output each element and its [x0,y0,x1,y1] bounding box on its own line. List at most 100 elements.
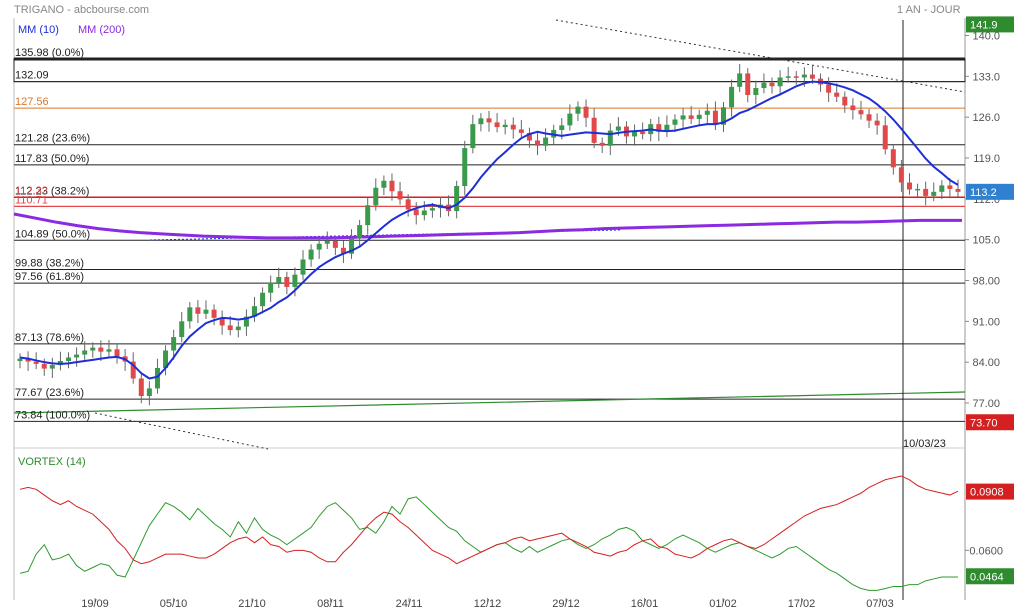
candle-body [955,188,961,192]
candle-body [575,106,581,114]
candle-body [397,191,403,200]
candle-body [268,282,274,293]
candle-body [357,225,363,239]
candle-body [462,148,468,186]
low-price-tag-bg [966,414,1014,431]
x-tick-label: 05/10 [160,598,188,610]
date-axis: 19/09 05/10 21/10 08/11 24/11 12/12 29/12 16/01… [81,598,894,610]
lower-trend-line [94,412,269,450]
candle-body [235,326,241,331]
low-price-tag: 73.70 [970,417,998,429]
candle-body [130,361,136,379]
date-marker-label: 10/03/23 [903,438,946,450]
candle-body [753,88,759,95]
candle-body [874,120,880,126]
candle-body [906,182,912,190]
period-label: 1 AN - JOUR [897,4,961,16]
candle-body [308,249,314,260]
level-label: 73.84 (100.0%) [15,409,90,421]
x-tick-label: 21/10 [238,598,266,610]
x-tick-label: 08/11 [317,598,344,610]
candle-body [154,368,160,389]
candle-body [712,110,718,125]
candle-body [826,84,832,93]
candle-body [615,126,621,131]
candle-body [866,114,872,121]
candle-body [243,316,249,327]
downtrend-line [555,19,966,93]
candle-body [842,96,848,106]
ma10-legend: MM (10) [18,24,59,36]
x-tick-label: 01/02 [709,598,737,610]
trend-lines [13,19,966,600]
candle-body [769,82,775,87]
candle-body [203,309,209,314]
candle-body [632,131,638,137]
candle-body [219,317,225,326]
candle-body [260,292,266,307]
candle-body [478,118,484,125]
candle-body [502,124,508,128]
candle-body [761,82,767,88]
horizontal-levels [13,57,966,422]
candle-body [809,74,815,79]
level-label: 127.56 [15,96,49,108]
candle-body [486,118,492,123]
candle-body [583,106,589,118]
vortex-panel: 0.0600 0.0908 0.0464 [19,475,1014,591]
candle-body [324,240,330,244]
candle-body [332,240,338,248]
candle-body [41,363,47,369]
candle-body [316,243,322,250]
candle-body [729,86,735,108]
candle-body [801,74,807,78]
candle-body [421,210,427,216]
vortex-plus-tag: 0.0464 [970,571,1004,583]
y-tick-label: 98.00 [972,276,1000,288]
y-tick-label: 126.0 [972,112,1000,124]
candle-body [745,73,751,95]
candle-body [413,209,419,216]
candle-body [17,358,23,361]
last-price-tag-bg [966,183,1014,200]
level-label: 112.32 [15,185,48,197]
candle-body [349,238,355,254]
candle-body [656,124,662,132]
candle-body [106,349,112,352]
candle-body [373,187,379,206]
candle-body [526,132,532,141]
vortex-y-tick-label: 0.0600 [969,545,1003,557]
candle-body [494,122,500,128]
level-label: 110.71 [15,194,48,206]
candle-body [737,73,743,87]
y-tick-label: 105.0 [972,235,1000,247]
candle-body [518,129,524,133]
last-price-tag: 113.2 [970,187,997,199]
candle-body [276,277,282,283]
candle-body [179,321,185,338]
y-tick-label: 84.00 [972,357,1000,369]
candle-body [721,107,726,125]
ma10-path [19,80,959,380]
candle-body [381,180,387,188]
candle-body [607,130,613,146]
level-label: 132.09 [15,70,49,82]
level-label: 97.56 (61.8%) [15,271,84,283]
candle-body [664,124,670,132]
y-tick-label: 77.00 [972,398,1000,410]
x-tick-label: 19/09 [81,598,109,610]
candle-body [340,247,346,254]
candle-body [470,124,476,149]
candle-body [923,188,929,196]
vortex-plus-tag-bg [966,568,1014,585]
candle-body [211,309,217,318]
candle-body [365,205,371,226]
candle-body [858,110,864,115]
candle-body [599,142,605,146]
level-label: 112.23 (38.2%) [15,185,89,197]
candle-body [939,185,945,192]
candle-body [171,337,177,351]
candle-body [90,347,96,351]
